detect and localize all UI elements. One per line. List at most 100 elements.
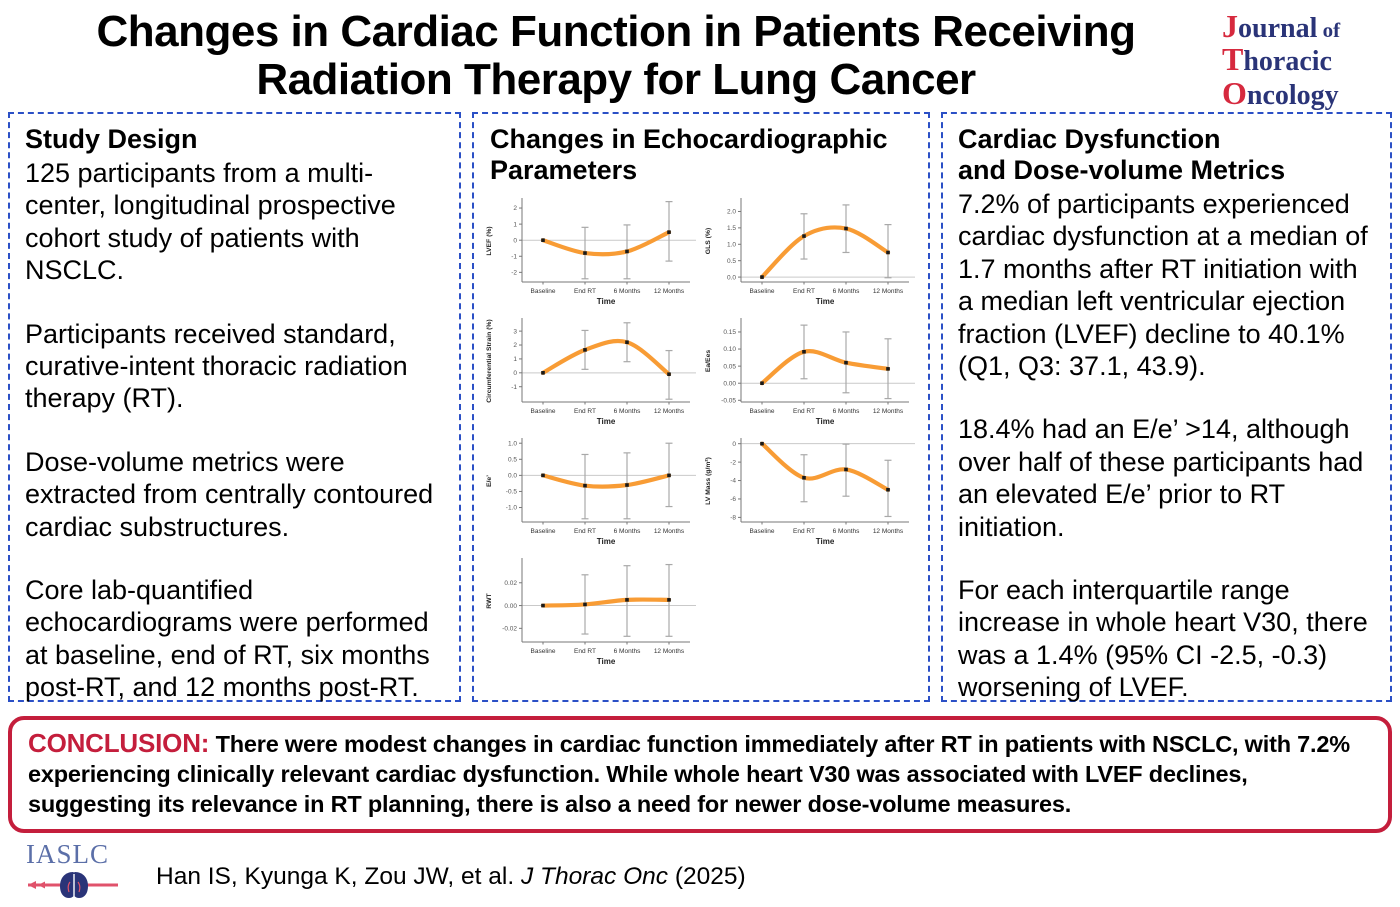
svg-text:-8: -8 [730,515,736,522]
svg-text:0.05: 0.05 [723,363,736,370]
svg-text:0: 0 [732,441,736,448]
svg-text:6 Months: 6 Months [614,528,641,535]
svg-text:Time: Time [816,417,835,426]
svg-text:1.0: 1.0 [727,242,736,249]
svg-text:1: 1 [513,221,517,228]
svg-text:6 Months: 6 Months [614,408,641,415]
svg-text:0.5: 0.5 [727,258,736,265]
journal-logo: Journal of Thoracic Oncology [1222,4,1390,110]
svg-text:0.5: 0.5 [508,457,517,464]
svg-text:0: 0 [513,237,517,244]
journal-logo-line1: Journal of [1222,8,1341,44]
content-columns: Study Design 125 participants from a mul… [8,112,1392,702]
svg-text:E/e’: E/e’ [486,475,493,487]
svg-text:LVEF (%): LVEF (%) [486,226,493,255]
chart-lv-mass: 0 -2 -4 -6 -8 Baseline End RT 6 Months 12 Months… [701,434,917,552]
svg-text:Time: Time [597,657,616,666]
svg-text:1: 1 [513,356,517,363]
svg-text:2: 2 [513,342,517,349]
citation: Han IS, Kyunga K, Zou JW, et al. J Thora… [156,862,746,890]
svg-text:End RT: End RT [574,528,596,535]
svg-text:Baseline: Baseline [531,288,556,295]
svg-text:0.02: 0.02 [504,580,517,587]
svg-text:12 Months: 12 Months [654,648,685,655]
iaslc-logo: IASLC [26,840,130,907]
svg-text:End RT: End RT [793,288,815,295]
journal-logo-line3: Oncology [1222,74,1339,111]
svg-text:Circumferential Strain (%): Circumferential Strain (%) [486,319,493,402]
study-design-box: Study Design 125 participants from a mul… [8,112,461,702]
svg-text:12 Months: 12 Months [873,288,904,295]
svg-text:Baseline: Baseline [750,288,775,295]
svg-text:Baseline: Baseline [750,528,775,535]
svg-text:-1: -1 [511,254,517,261]
svg-text:0.10: 0.10 [723,346,736,353]
svg-text:0.0: 0.0 [727,274,736,281]
study-design-heading: Study Design [25,124,198,154]
study-design-paragraph: 125 participants from a multi-center, lo… [25,158,396,286]
cardiac-dysfunction-box: Cardiac Dysfunction and Dose-volume Metr… [941,112,1392,702]
svg-text:6 Months: 6 Months [833,408,860,415]
svg-text:-0.05: -0.05 [721,398,736,405]
svg-text:0.00: 0.00 [504,603,517,610]
svg-text:12 Months: 12 Months [873,528,904,535]
svg-text:0: 0 [513,370,517,377]
svg-text:2.0: 2.0 [727,209,736,216]
cardiac-paragraph: 18.4% had an E/e’ >14, although over hal… [958,414,1364,542]
chart-ea-ees: 0.15 0.10 0.05 0.00 -0.05 Baseline End RT 6 Mon… [701,314,917,432]
svg-text:0.00: 0.00 [723,381,736,388]
svg-text:Time: Time [816,537,835,546]
page-title: Changes in Cardiac Function in Patients … [96,7,1136,105]
chart-rwt: 0.02 0.00 -0.02 Baseline End RT 6 Months 12 Mo… [482,554,698,672]
conclusion-text: There were modest changes in cardiac fun… [28,731,1350,817]
svg-text:Time: Time [597,537,616,546]
svg-text:Time: Time [816,297,835,306]
svg-text:-6: -6 [730,496,736,503]
svg-text:12 Months: 12 Months [654,288,685,295]
svg-text:12 Months: 12 Months [873,408,904,415]
svg-text:Baseline: Baseline [531,648,556,655]
echo-charts-grid: 2 1 0 -1 -2 Baseline End RT 6 Months 12 Months Ti… [482,194,920,672]
svg-text:-2: -2 [730,459,736,466]
chart-circumferential-strain: 3 2 1 0 -1 Baseline End RT 6 Months 12 Months Tim… [482,314,698,432]
svg-text:End RT: End RT [574,408,596,415]
svg-text:Time: Time [597,297,616,306]
svg-text:GLS (%): GLS (%) [705,228,712,254]
svg-text:-4: -4 [730,478,736,485]
svg-text:-0.5: -0.5 [506,489,518,496]
svg-text:6 Months: 6 Months [833,528,860,535]
svg-text:-0.02: -0.02 [502,626,517,633]
svg-text:3: 3 [513,328,517,335]
svg-text:12 Months: 12 Months [654,408,685,415]
svg-text:6 Months: 6 Months [833,288,860,295]
header: Changes in Cardiac Function in Patients … [0,0,1400,110]
echo-parameters-heading: Changes in Echocardiographic Parameters [490,124,888,186]
svg-text:Baseline: Baseline [531,408,556,415]
cardiac-heading: Cardiac Dysfunction and Dose-volume Metr… [958,124,1286,186]
study-design-paragraph: Core lab-quantified echocardiograms were… [25,574,430,703]
svg-text:RWT: RWT [486,593,493,609]
chart-gls: 2.0 1.5 1.0 0.5 0.0 Baseline End RT 6 Months 12 … [701,194,917,312]
svg-text:End RT: End RT [574,648,596,655]
svg-text:0.0: 0.0 [508,473,517,480]
svg-text:-2: -2 [511,270,517,277]
svg-text:LV Mass (g/m²): LV Mass (g/m²) [705,457,712,505]
svg-text:-1: -1 [511,384,517,391]
svg-text:End RT: End RT [793,528,815,535]
svg-text:Time: Time [597,417,616,426]
chart-lvef: 2 1 0 -1 -2 Baseline End RT 6 Months 12 Months Ti… [482,194,698,312]
svg-text:0.15: 0.15 [723,329,736,336]
cardiac-paragraph: 7.2% of participants experienced cardiac… [958,189,1368,382]
svg-text:6 Months: 6 Months [614,648,641,655]
chart-e-over-e-prime: 1.0 0.5 0.0 -0.5 -1.0 Baseline End RT 6 Months 1… [482,434,698,552]
svg-text:End RT: End RT [574,288,596,295]
svg-text:Ea/Ees: Ea/Ees [705,350,712,373]
svg-text:Baseline: Baseline [531,528,556,535]
conclusion-label: CONCLUSION: [28,728,210,758]
journal-logo-line2: Thoracic [1222,41,1332,78]
svg-text:End RT: End RT [793,408,815,415]
svg-text:1.0: 1.0 [508,441,517,448]
svg-text:6 Months: 6 Months [614,288,641,295]
cardiac-paragraph: For each interquartile range increase in… [958,575,1368,703]
